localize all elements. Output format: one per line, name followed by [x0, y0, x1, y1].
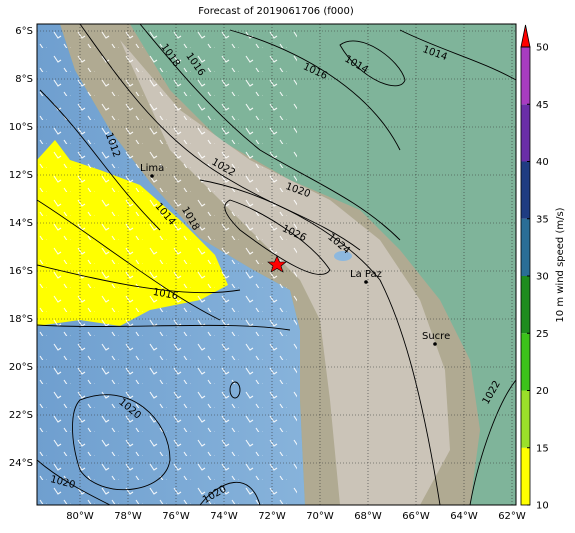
colorbar-tick-label: 20 — [536, 386, 549, 397]
lon-tick-label: 72°W — [258, 511, 286, 522]
lon-tick-label: 74°W — [210, 511, 238, 522]
lat-tick-label: 12°S — [9, 170, 33, 181]
lat-tick-label: 20°S — [9, 362, 33, 373]
lon-tick-label: 76°W — [162, 511, 190, 522]
lat-tick-label: 6°S — [15, 26, 33, 37]
lon-tick-label: 66°W — [402, 511, 430, 522]
city-label: Lima — [140, 163, 164, 174]
colorbar-tick-label: 40 — [536, 157, 549, 168]
colorbar-segment — [521, 276, 530, 334]
colorbar-segment — [521, 447, 530, 505]
colorbar-tick-label: 30 — [536, 272, 549, 283]
lat-tick-label: 8°S — [15, 74, 33, 85]
colorbar-tick-label: 50 — [536, 43, 549, 54]
lon-tick-label: 80°W — [66, 511, 94, 522]
map-frame — [36, 23, 517, 506]
colorbar-extend — [520, 24, 531, 48]
colorbar-tick-label: 25 — [536, 329, 549, 340]
grid — [37, 24, 516, 505]
location-star — [267, 255, 287, 273]
lon-tick-label: 62°W — [498, 511, 526, 522]
lat-tick-label: 10°S — [9, 122, 33, 133]
colorbar-segment — [521, 218, 530, 276]
lat-tick-label: 22°S — [9, 410, 33, 421]
lon-tick-label: 68°W — [354, 511, 382, 522]
city-marker — [433, 342, 437, 346]
colorbar-tick-label: 35 — [536, 214, 549, 225]
city-marker — [150, 174, 154, 178]
colorbar-tick-label: 10 — [536, 501, 549, 512]
lon-tick-label: 64°W — [450, 511, 478, 522]
lat-tick-label: 14°S — [9, 218, 33, 229]
colorbar-tick-label: 15 — [536, 443, 549, 454]
colorbar-segment — [521, 47, 530, 105]
colorbar-segment — [521, 333, 530, 391]
title: Forecast of 2019061706 (f000) — [198, 6, 354, 17]
city-label: Sucre — [422, 331, 450, 342]
city-label: La Paz — [350, 269, 382, 280]
colorbar-tick-label: 45 — [536, 100, 549, 111]
city-marker — [364, 280, 368, 284]
lon-tick-label: 78°W — [114, 511, 142, 522]
lat-tick-label: 18°S — [9, 314, 33, 325]
map-area — [37, 24, 516, 505]
lon-tick-label: 70°W — [306, 511, 334, 522]
colorbar-segment — [521, 104, 530, 162]
contour-label: 1016 — [152, 287, 179, 302]
colorbar-segment — [521, 390, 530, 448]
colorbar-segment — [521, 161, 530, 219]
lat-tick-label: 16°S — [9, 266, 33, 277]
lat-tick-label: 24°S — [9, 458, 33, 469]
colorbar-label: 10 m wind speed (m/s) — [555, 207, 566, 322]
